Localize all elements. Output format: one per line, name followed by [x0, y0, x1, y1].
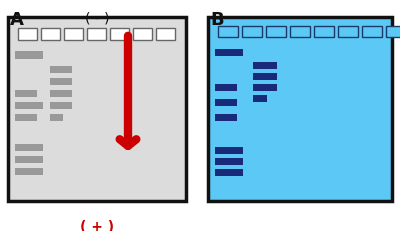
Bar [215, 85, 237, 92]
Text: A: A [10, 11, 24, 29]
Bar [50, 91, 72, 97]
Bar [15, 91, 37, 97]
Bar [133, 29, 152, 41]
Text: ( - ): ( - ) [85, 11, 109, 25]
Text: B: B [210, 11, 224, 29]
Bar [156, 29, 175, 41]
Bar [15, 144, 43, 151]
Bar [41, 29, 60, 41]
Bar [15, 103, 43, 109]
Bar [290, 27, 310, 38]
Bar [87, 29, 106, 41]
Bar [15, 156, 43, 163]
Bar [266, 27, 286, 38]
Bar [253, 74, 277, 81]
Bar [50, 115, 63, 122]
Bar [15, 52, 43, 60]
Bar [253, 96, 267, 103]
Bar [110, 29, 129, 41]
Bar [215, 169, 243, 176]
Bar [362, 27, 382, 38]
Bar [386, 27, 400, 38]
Bar [15, 115, 37, 122]
Bar [215, 115, 237, 122]
Bar [215, 147, 243, 154]
Bar [242, 27, 262, 38]
Bar [338, 27, 358, 38]
Bar [50, 67, 72, 74]
Bar [314, 27, 334, 38]
Bar [18, 29, 37, 41]
Bar [215, 50, 243, 57]
Bar [8, 18, 186, 201]
Bar [50, 103, 72, 109]
Text: ( + ): ( + ) [80, 219, 114, 231]
Bar [215, 100, 237, 106]
Bar [15, 168, 43, 175]
Bar [253, 85, 277, 92]
Bar [50, 79, 72, 86]
Bar [64, 29, 83, 41]
Bar [218, 27, 238, 38]
Bar [215, 158, 243, 165]
Bar [208, 18, 392, 201]
Bar [253, 63, 277, 70]
